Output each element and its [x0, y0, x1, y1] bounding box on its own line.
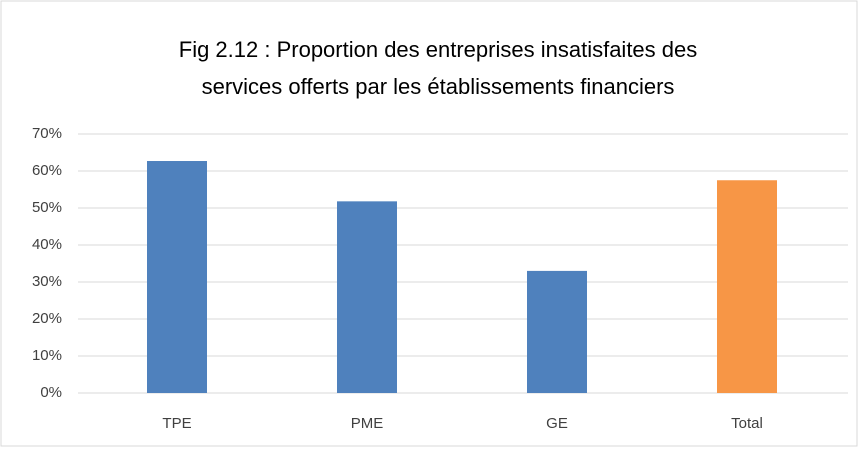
x-tick-label: Total [731, 415, 763, 432]
bar [527, 270, 587, 393]
y-tick-label: 60% [32, 162, 62, 179]
x-tick-label: PME [351, 415, 384, 432]
chart-title: services offerts par les établissements … [202, 74, 675, 99]
y-tick-label: 0% [40, 384, 62, 401]
x-tick-label: GE [546, 415, 568, 432]
bar [147, 161, 207, 393]
bar [717, 180, 777, 393]
chart-title: Fig 2.12 : Proportion des entreprises in… [179, 37, 698, 62]
y-tick-label: 40% [32, 236, 62, 253]
y-tick-label: 30% [32, 273, 62, 290]
y-tick-label: 10% [32, 347, 62, 364]
y-tick-label: 20% [32, 310, 62, 327]
x-tick-label: TPE [162, 415, 191, 432]
y-tick-label: 70% [32, 125, 62, 142]
y-tick-label: 50% [32, 199, 62, 216]
bar [337, 201, 397, 393]
